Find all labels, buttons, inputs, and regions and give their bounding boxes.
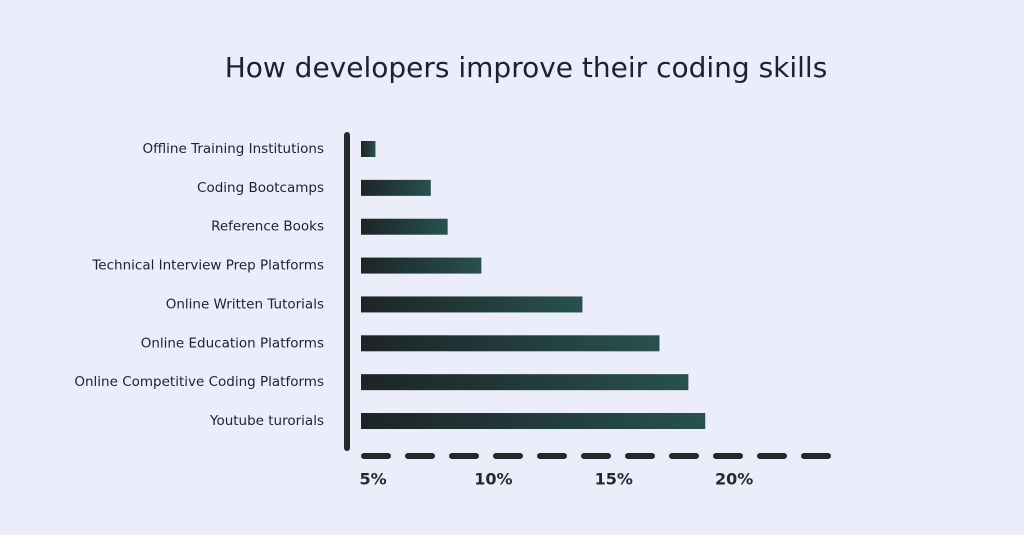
bar bbox=[361, 179, 431, 196]
bar bbox=[361, 413, 706, 430]
y-tick-label: Online Competitive Coding Platforms bbox=[74, 374, 324, 390]
x-tick-label: 15% bbox=[595, 470, 633, 489]
y-tick-label: Coding Bootcamps bbox=[197, 180, 324, 196]
y-tick-label: Online Written Tutorials bbox=[166, 296, 324, 312]
y-tick-label: Offline Training Institutions bbox=[143, 141, 325, 157]
bar bbox=[361, 296, 583, 313]
chart-title: How developers improve their coding skil… bbox=[225, 51, 828, 84]
bar bbox=[361, 141, 376, 157]
y-tick-label: Online Education Platforms bbox=[141, 335, 324, 351]
y-tick-label: Reference Books bbox=[211, 219, 324, 235]
x-tick-label: 5% bbox=[359, 470, 386, 489]
x-tick-label: 10% bbox=[474, 470, 512, 489]
bar bbox=[361, 374, 689, 391]
x-tick-label: 20% bbox=[715, 470, 753, 489]
y-tick-label: Youtube turorials bbox=[209, 413, 324, 429]
y-tick-label: Technical Interview Prep Platforms bbox=[91, 258, 324, 274]
bar bbox=[361, 218, 448, 235]
bar bbox=[361, 335, 660, 352]
bar bbox=[361, 257, 482, 274]
